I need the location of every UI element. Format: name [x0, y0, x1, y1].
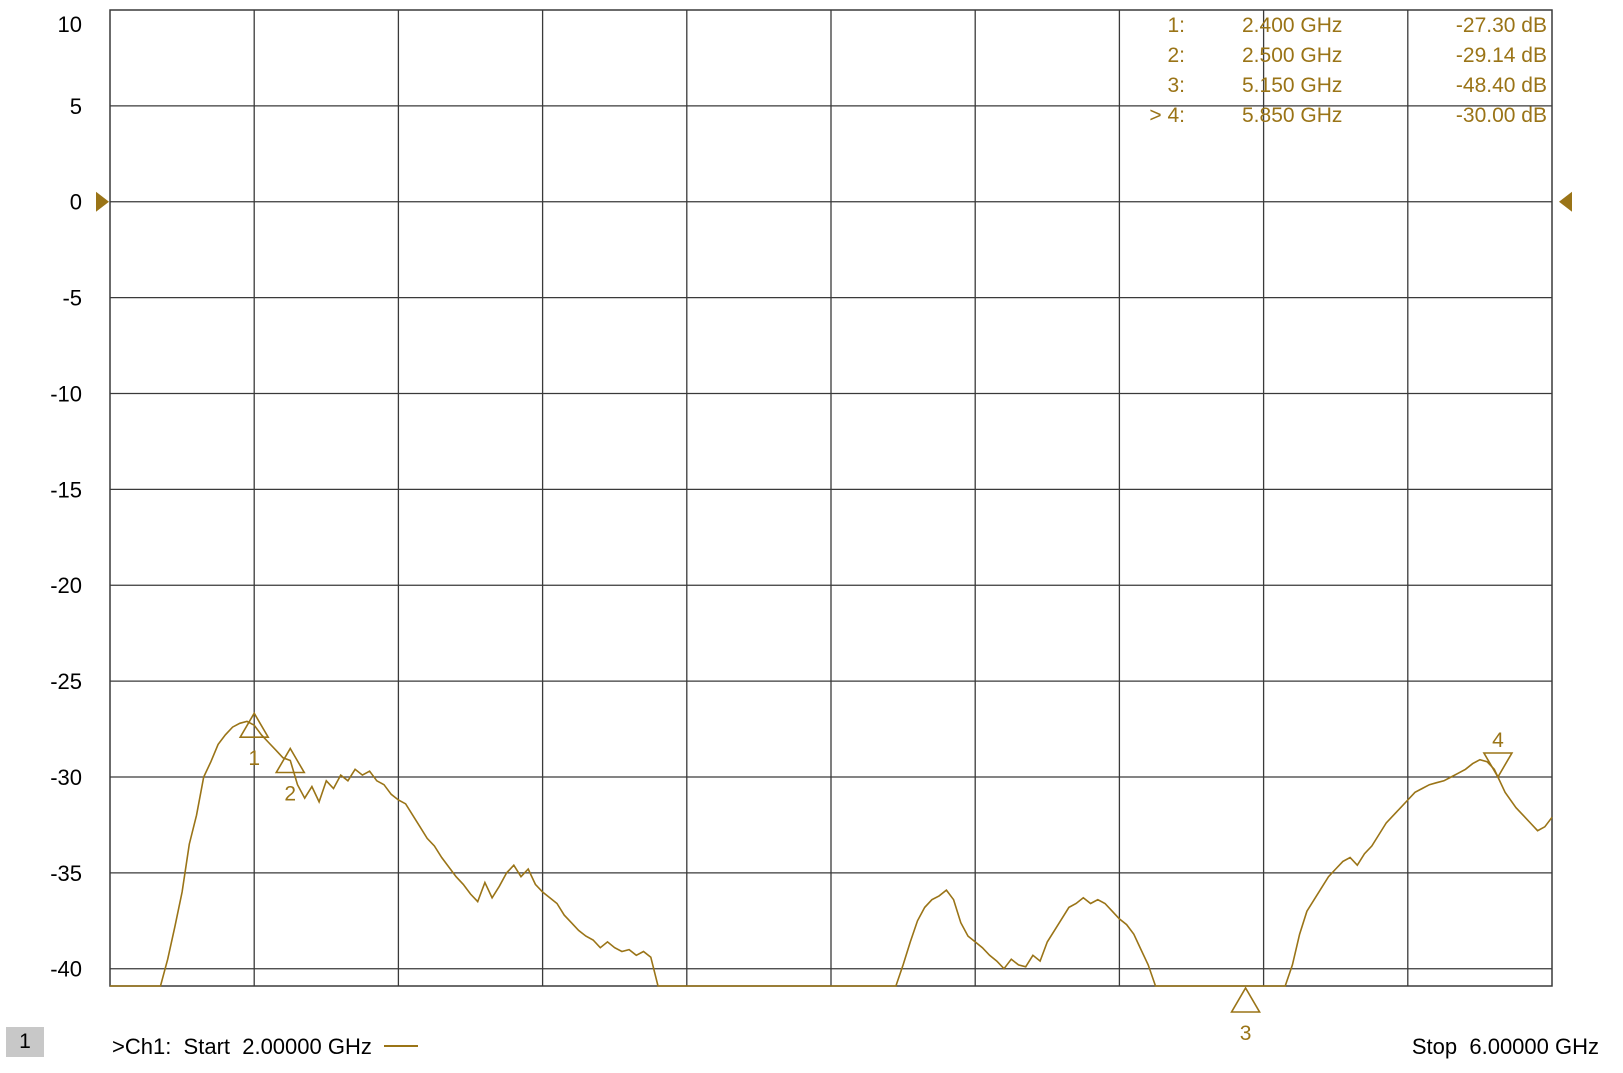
- marker-number-label: 4: [1492, 729, 1504, 752]
- channel-badge[interactable]: 1: [6, 1027, 44, 1057]
- marker-number-label: 2: [284, 783, 296, 806]
- y-axis-ticks: 10 5 0 -5 -10 -15 -20 -25 -30 -35 -40: [50, 12, 82, 982]
- reference-level-arrows: [96, 191, 1572, 212]
- marker-row-frequency: 2.500 GHz: [1242, 44, 1342, 67]
- y-tick-label: -25: [50, 669, 82, 694]
- marker-triangle: [1230, 986, 1261, 1013]
- start-frequency-label: >Ch1: Start 2.00000 GHz: [112, 1034, 418, 1060]
- marker-number-label: 3: [1240, 1022, 1252, 1045]
- marker-row-label: 3:: [1167, 74, 1185, 97]
- reference-arrow-left: [96, 191, 109, 212]
- marker-row-frequency: 2.400 GHz: [1242, 14, 1342, 37]
- marker-row-label: > 4:: [1149, 104, 1185, 127]
- y-tick-label: -5: [62, 286, 82, 311]
- y-tick-label: -35: [50, 861, 82, 886]
- y-tick-label: -30: [50, 765, 82, 790]
- y-tick-label: -20: [50, 573, 82, 598]
- y-tick-label: -40: [50, 957, 82, 982]
- marker-readout-table: 1: 2.400 GHz -27.30 dB 2: 2.500 GHz -29.14 dB…: [1149, 14, 1547, 127]
- reference-arrow-right: [1559, 191, 1572, 212]
- marker-triangle: [274, 746, 306, 774]
- y-tick-label: -10: [50, 381, 82, 406]
- trace-group: [110, 720, 1553, 987]
- marker-number-label: 1: [248, 747, 260, 770]
- grid: [109, 9, 1553, 987]
- start-frequency-text: >Ch1: Start 2.00000 GHz: [112, 1034, 372, 1059]
- marker-triangle: [1482, 752, 1514, 779]
- marker-row-label: 2:: [1167, 44, 1185, 67]
- y-tick-label: 10: [58, 12, 82, 37]
- marker-triangle: [238, 711, 270, 739]
- marker-row-value: -27.30 dB: [1456, 14, 1547, 37]
- marker-row-value: -29.14 dB: [1456, 44, 1547, 67]
- marker-symbols: 1 2 3 4: [238, 711, 1514, 1045]
- marker-row-value: -48.40 dB: [1456, 74, 1547, 97]
- marker-row-frequency: 5.150 GHz: [1242, 74, 1342, 97]
- stop-frequency-label: Stop 6.00000 GHz: [1411, 1034, 1599, 1059]
- y-tick-label: 5: [70, 94, 82, 119]
- trace-color-swatch: [383, 1045, 418, 1048]
- marker-row-frequency: 5.850 GHz: [1242, 104, 1342, 127]
- trace-line: [110, 720, 1553, 987]
- y-tick-label: -15: [50, 477, 82, 502]
- marker-row-label: 1:: [1167, 14, 1185, 37]
- y-tick-label: 0: [70, 190, 82, 215]
- marker-row-value: -30.00 dB: [1456, 104, 1547, 127]
